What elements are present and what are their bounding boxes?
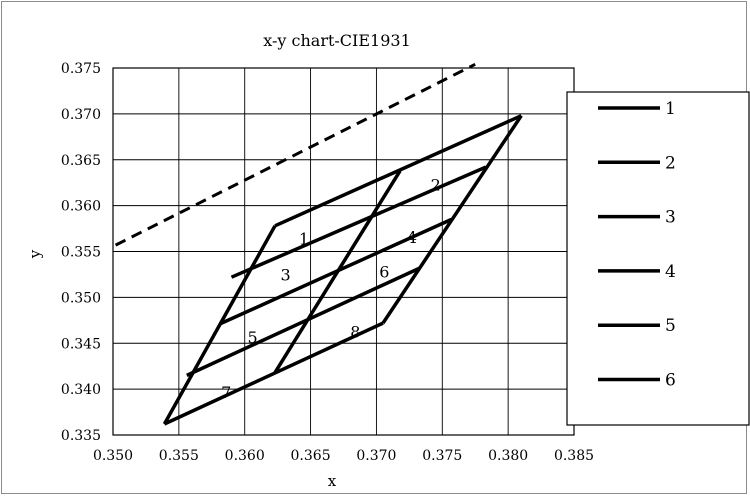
- y-tick-label: 0.350: [61, 290, 101, 306]
- gridlines: [113, 68, 574, 435]
- x-tick-label: 0.380: [488, 448, 528, 464]
- region-label: 5: [248, 328, 258, 347]
- x-tick-label: 0.355: [159, 448, 199, 464]
- series-line-4: [186, 266, 421, 377]
- grid-boundary-line: [381, 114, 523, 325]
- legend-label: 3: [665, 208, 676, 228]
- region-label: 3: [280, 265, 290, 284]
- x-tick-labels: 0.350 0.355 0.360 0.365 0.370 0.375 0.380 0.385: [93, 448, 594, 464]
- y-tick-label: 0.375: [61, 61, 101, 77]
- x-tick-label: 0.370: [356, 448, 396, 464]
- region-labels: 1 2 3 4 5 6 7 8: [221, 176, 441, 402]
- x-tick-label: 0.360: [225, 448, 265, 464]
- grid-boundary-line: [273, 169, 402, 374]
- legend-label: 6: [665, 371, 676, 391]
- series-line-2: [230, 165, 487, 279]
- series-line-6: [162, 224, 277, 425]
- y-tick-label: 0.345: [61, 336, 101, 352]
- legend: [566, 91, 750, 426]
- y-tick-labels: 0.335 0.340 0.345 0.350 0.355 0.360 0.365 0.370…: [61, 61, 101, 444]
- legend-label: 4: [665, 262, 676, 282]
- region-label: 7: [221, 383, 231, 402]
- x-tick-label: 0.375: [422, 448, 462, 464]
- region-label: 1: [299, 230, 309, 249]
- y-tick-label: 0.365: [61, 153, 101, 169]
- legend-label: 2: [665, 153, 676, 173]
- legend-entries: 1 2 3 4 5 6: [598, 99, 676, 391]
- y-tick-label: 0.370: [61, 107, 101, 123]
- y-tick-label: 0.355: [61, 245, 101, 261]
- y-tick-label: 0.360: [61, 199, 101, 215]
- y-tick-label: 0.335: [61, 428, 101, 444]
- series-lines: [114, 62, 523, 426]
- dashed-line: [114, 62, 476, 247]
- region-label: 4: [407, 228, 417, 247]
- y-tick-label: 0.340: [61, 382, 101, 398]
- x-axis-label: x: [328, 472, 337, 490]
- x-tick-label: 0.365: [291, 448, 331, 464]
- region-label: 6: [379, 263, 389, 282]
- x-tick-label: 0.385: [554, 448, 594, 464]
- legend-label: 5: [665, 316, 676, 336]
- chart-title: x-y chart-CIE1931: [263, 31, 411, 50]
- y-axis-label: y: [26, 249, 44, 259]
- x-tick-label: 0.350: [93, 448, 133, 464]
- region-label: 8: [350, 322, 360, 341]
- legend-label: 1: [665, 99, 676, 119]
- region-label: 2: [431, 176, 441, 195]
- series-line-5: [163, 321, 384, 426]
